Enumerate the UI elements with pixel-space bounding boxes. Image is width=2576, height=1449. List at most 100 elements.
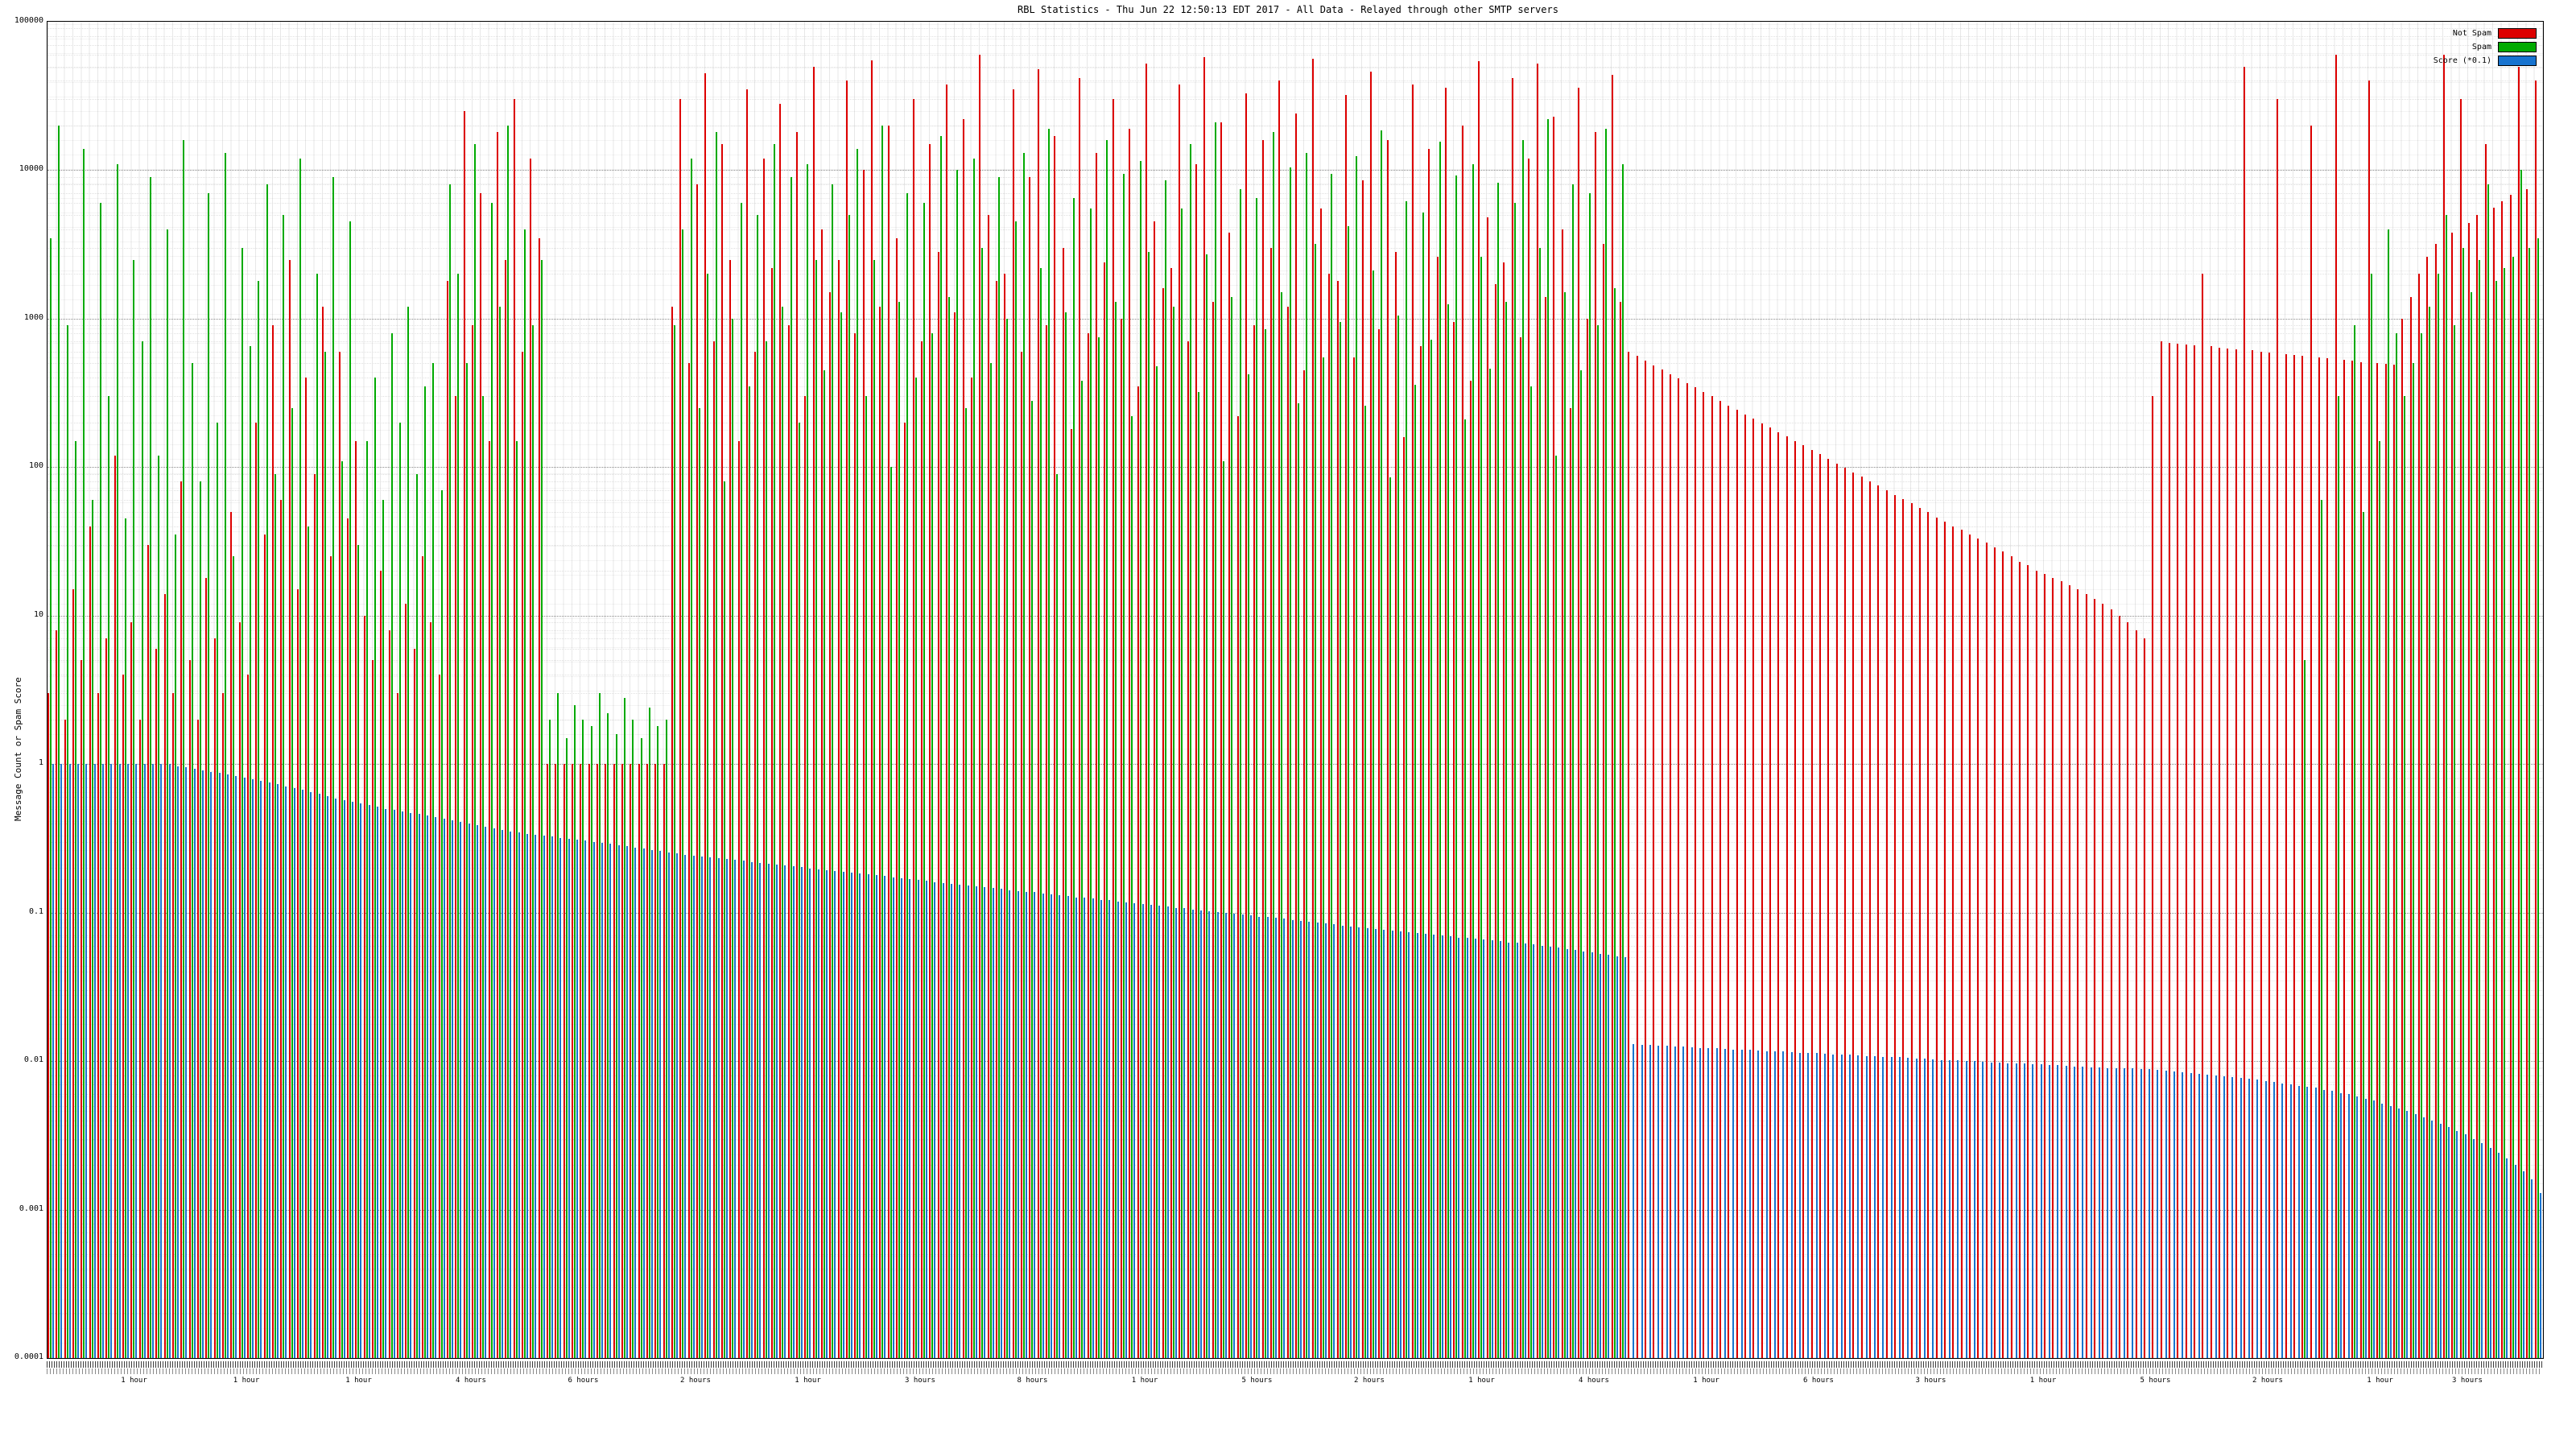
- impulse-bar: [923, 203, 925, 1358]
- impulse-bar: [964, 407, 967, 1358]
- impulse-bar: [2412, 363, 2414, 1358]
- impulse-bar: [210, 771, 213, 1358]
- impulse-bar: [2231, 1077, 2234, 1358]
- impulse-bar: [696, 184, 698, 1358]
- impulse-bar: [2334, 54, 2337, 1358]
- impulse-bar: [1031, 400, 1034, 1358]
- impulse-bar: [565, 737, 568, 1358]
- impulse-bar: [2381, 1103, 2384, 1358]
- impulse-bar: [1266, 917, 1269, 1358]
- impulse-bar: [842, 872, 844, 1358]
- impulse-bar: [2476, 214, 2479, 1358]
- impulse-bar: [749, 386, 750, 1358]
- impulse-bar: [1017, 890, 1019, 1358]
- impulse-bar: [2454, 325, 2456, 1358]
- impulse-bar: [324, 351, 326, 1358]
- impulse-bar: [2160, 341, 2162, 1358]
- impulse-bar: [929, 143, 931, 1358]
- impulse-bar: [1570, 407, 1571, 1358]
- impulse-bar: [2007, 1063, 2009, 1358]
- impulse-bar: [1869, 481, 1871, 1358]
- impulse-bar: [393, 810, 395, 1358]
- impulse-bar: [89, 526, 91, 1358]
- impulse-bar: [607, 713, 609, 1358]
- impulse-bar: [72, 589, 74, 1358]
- impulse-bar: [268, 782, 270, 1358]
- impulse-bar: [904, 422, 906, 1358]
- impulse-bar: [1810, 449, 1813, 1358]
- impulse-bar: [1566, 948, 1568, 1358]
- impulse-bar: [1323, 357, 1324, 1358]
- x-duration-label: 3 hours: [905, 1377, 935, 1385]
- impulse-bar: [734, 860, 737, 1358]
- impulse-bar: [2356, 1096, 2359, 1358]
- impulse-bar: [2099, 1067, 2100, 1358]
- impulse-bar: [2049, 1065, 2050, 1358]
- impulse-bar: [1977, 539, 1979, 1358]
- impulse-bar: [1383, 929, 1385, 1358]
- impulse-bar: [782, 307, 784, 1358]
- impulse-bar: [592, 841, 595, 1358]
- impulse-bar: [1852, 473, 1855, 1358]
- impulse-bar: [2273, 1082, 2275, 1358]
- impulse-bar: [2498, 1153, 2500, 1358]
- impulse-bar: [1096, 153, 1097, 1358]
- impulse-bar: [2052, 577, 2054, 1358]
- impulse-bar: [2506, 1158, 2508, 1358]
- impulse-bar: [1877, 485, 1880, 1358]
- impulse-bar: [147, 544, 149, 1358]
- impulse-bar: [971, 378, 972, 1358]
- impulse-bar: [1478, 61, 1480, 1358]
- impulse-bar: [1375, 928, 1377, 1358]
- impulse-bar: [862, 170, 865, 1358]
- impulse-bar: [1583, 951, 1585, 1358]
- impulse-bar: [1470, 381, 1472, 1358]
- impulse-bar: [482, 396, 485, 1358]
- impulse-bar: [2504, 267, 2506, 1358]
- impulse-bar: [1275, 918, 1277, 1358]
- impulse-bar: [1220, 122, 1222, 1358]
- impulse-bar: [1985, 543, 1988, 1358]
- impulse-bar: [510, 832, 512, 1358]
- impulse-bar: [1264, 328, 1266, 1358]
- impulse-bar: [322, 307, 324, 1358]
- impulse-bar: [2194, 345, 2195, 1358]
- y-tick-label: 100: [28, 461, 43, 471]
- impulse-bar: [1139, 161, 1141, 1358]
- impulse-bar: [779, 103, 782, 1358]
- impulse-bar: [1533, 944, 1535, 1358]
- impulse-bar: [205, 577, 208, 1358]
- impulse-bar: [1081, 381, 1084, 1358]
- impulse-bar: [213, 638, 216, 1358]
- impulse-bar: [1910, 503, 1913, 1358]
- impulse-bar: [105, 638, 108, 1358]
- impulse-bar: [1114, 301, 1117, 1358]
- impulse-bar: [2393, 365, 2395, 1358]
- impulse-bar: [887, 125, 890, 1358]
- impulse-bar: [1777, 431, 1780, 1358]
- impulse-bar: [1108, 900, 1111, 1358]
- impulse-bar: [1641, 1044, 1643, 1358]
- impulse-bar: [1433, 935, 1435, 1358]
- impulse-bar: [867, 874, 869, 1358]
- impulse-bar: [2019, 562, 2021, 1358]
- impulse-bar: [357, 544, 360, 1358]
- impulse-bar: [2240, 1078, 2242, 1358]
- impulse-bar: [1944, 521, 1946, 1358]
- impulse-bar: [1628, 351, 1630, 1358]
- impulse-bar: [1364, 405, 1366, 1358]
- impulse-bar: [2518, 66, 2520, 1358]
- impulse-bar: [1325, 923, 1327, 1358]
- impulse-bar: [1295, 114, 1297, 1358]
- x-duration-label: 5 hours: [1241, 1377, 1273, 1385]
- impulse-bar: [1633, 1044, 1635, 1358]
- impulse-bar: [2434, 243, 2437, 1358]
- impulse-bar: [812, 66, 815, 1358]
- impulse-bar: [1071, 429, 1072, 1358]
- impulse-bar: [1356, 155, 1358, 1358]
- impulse-bar: [1054, 135, 1056, 1358]
- impulse-bar: [1212, 301, 1214, 1358]
- impulse-bar: [762, 158, 765, 1358]
- impulse-bar: [502, 830, 503, 1358]
- impulse-bar: [2115, 1067, 2117, 1358]
